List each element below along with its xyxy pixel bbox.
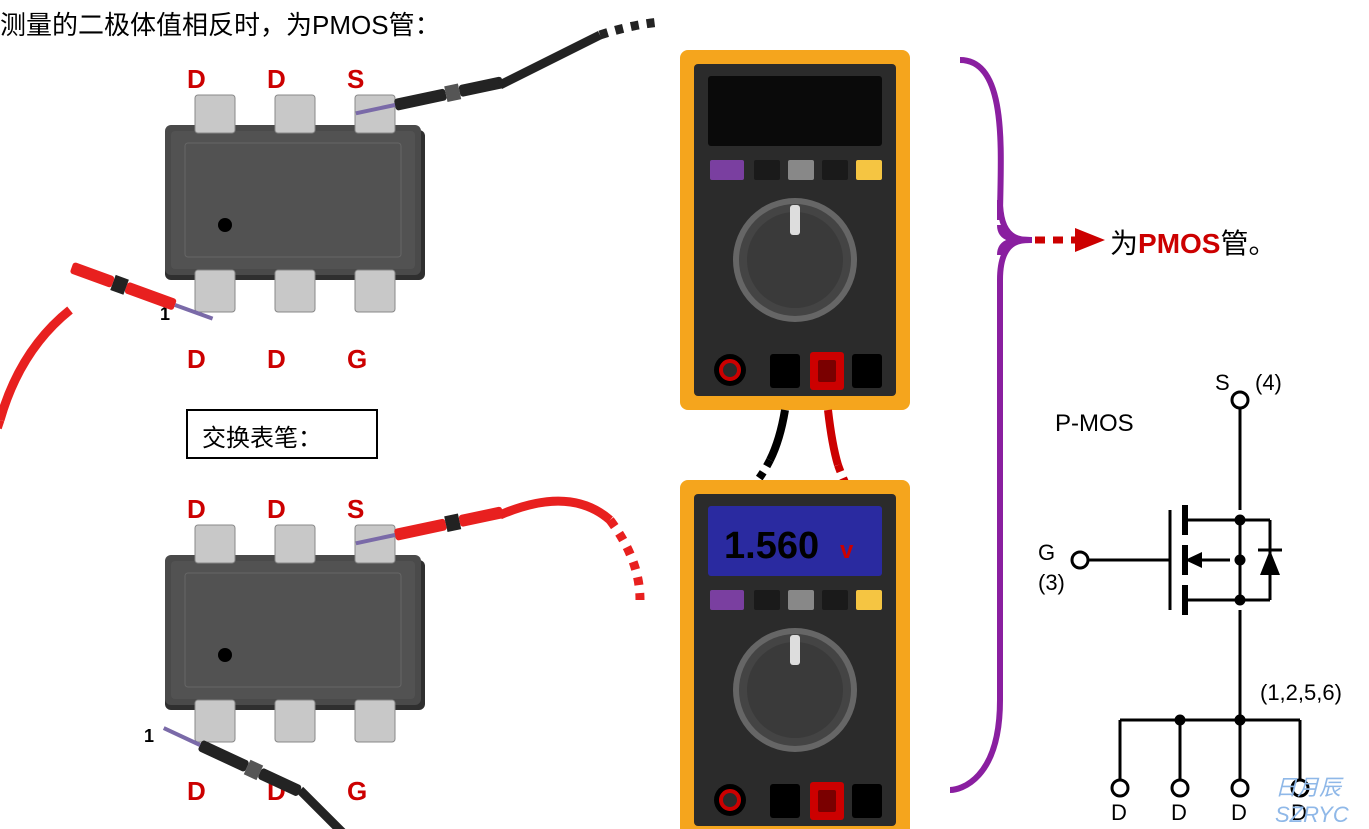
svg-text:(3): (3) (1038, 570, 1065, 595)
conclusion: 为PMOS管。 (1110, 222, 1277, 262)
svg-text:D: D (267, 494, 286, 524)
conclusion-arrow (1035, 228, 1105, 252)
schematic-title: P-MOS (1055, 410, 1134, 438)
svg-text:S: S (347, 494, 364, 524)
svg-text:G: G (1038, 540, 1055, 565)
svg-text:G: G (347, 344, 367, 374)
svg-text:D: D (1111, 800, 1127, 825)
watermark: 日月辰SZRYC (1275, 770, 1349, 828)
svg-text:(4): (4) (1255, 370, 1282, 395)
svg-text:D: D (187, 64, 206, 94)
svg-text:S: S (1215, 370, 1230, 395)
svg-text:D: D (187, 344, 206, 374)
pmos-schematic (1072, 392, 1308, 796)
chip-bottom-top-labels: D D S (187, 494, 364, 524)
svg-text:S: S (347, 64, 364, 94)
svg-text:D: D (1171, 800, 1187, 825)
svg-text:D: D (187, 494, 206, 524)
svg-text:D: D (1231, 800, 1247, 825)
multimeter-top (680, 50, 910, 410)
chip-top-bottom-labels: D D G (187, 344, 367, 374)
chip-bottom (165, 525, 425, 742)
multimeter-bottom: 1.560 v (680, 480, 910, 829)
svg-text:G: G (347, 776, 367, 806)
schematic-labels: S (4) G (3) (1,2,5,6) D D D D (1038, 370, 1342, 825)
svg-text:1.560: 1.560 (724, 525, 819, 567)
brace (950, 60, 1030, 790)
page-title: 测量的二极体值相反时，为PMOS管： (0, 5, 441, 42)
svg-text:D: D (187, 776, 206, 806)
svg-text:v: v (840, 537, 854, 564)
svg-text:(1,2,5,6): (1,2,5,6) (1260, 680, 1342, 705)
chip-top (165, 95, 425, 312)
swap-label: 交换表笔： (202, 418, 322, 453)
svg-text:D: D (267, 64, 286, 94)
chip-bottom-pin1: 1 (144, 726, 154, 746)
chip-top-top-labels: D D S (187, 64, 364, 94)
svg-text:D: D (267, 344, 286, 374)
